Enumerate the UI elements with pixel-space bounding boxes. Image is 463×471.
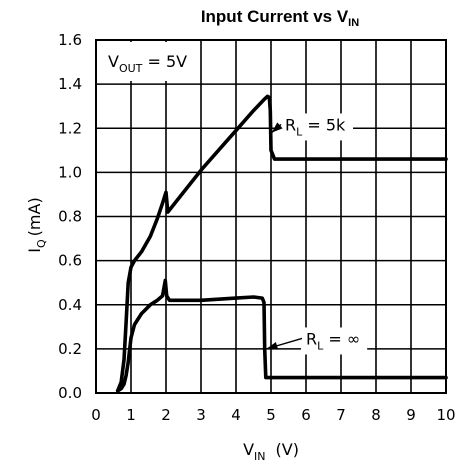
condition-label-value: = 5V: [142, 52, 187, 71]
y-tick-label: 1.2: [58, 119, 82, 137]
x-axis-label-subscript: IN: [254, 450, 265, 463]
x-axis-label-unit: (V): [276, 440, 299, 459]
series-label-5k-background: [280, 113, 354, 141]
svg-text:RL = 5k: RL = 5k: [285, 115, 346, 138]
x-tick-label: 9: [406, 406, 416, 424]
x-tick-label: 1: [126, 406, 136, 424]
series-lines: [115, 94, 448, 393]
series-label-5k-value: = 5k: [302, 115, 346, 134]
y-axis-label: IQ (mA): [25, 197, 48, 252]
condition-label-symbol: V: [108, 52, 119, 71]
y-axis-label-symbol: I: [25, 248, 44, 253]
svg-text:VOUT = 5V: VOUT = 5V: [108, 52, 187, 75]
series-label-infinity: RL = ∞: [266, 327, 368, 355]
y-tick-label: 0.8: [58, 208, 82, 226]
condition-label: VOUT = 5V: [98, 42, 198, 81]
x-tick-label: 5: [266, 406, 276, 424]
condition-label-background: [98, 42, 198, 81]
x-tick-label: 7: [336, 406, 346, 424]
series-label-5k: RL = 5k: [271, 113, 354, 141]
series-label-5k-symbol: R: [285, 115, 296, 134]
y-tick-label: 0.0: [58, 384, 82, 402]
x-axis-label: VIN (V): [243, 440, 299, 463]
chart-title: Input Current vs VIN: [201, 7, 359, 29]
y-tick-label: 0.4: [58, 296, 82, 314]
series-label-5k-subscript: L: [296, 125, 303, 138]
series-label-infinity-subscript: L: [317, 339, 324, 352]
series-line-2: [115, 278, 448, 393]
series-line-1: [115, 94, 448, 393]
series-label-5k-arrowhead: [271, 122, 283, 133]
x-tick-label: 2: [161, 406, 171, 424]
y-tick-label: 0.6: [58, 252, 82, 270]
y-tick-label: 1.6: [58, 31, 82, 49]
y-tick-label: 0.2: [58, 340, 82, 358]
svg-text:IQ(mA): IQ (mA): [25, 197, 48, 252]
x-axis-ticks: 0 1 2 3 4 5 6 7 8 9 10: [91, 406, 455, 424]
x-tick-label: 4: [231, 406, 241, 424]
y-tick-label: 1.0: [58, 163, 82, 181]
x-axis-label-symbol: V: [243, 440, 254, 459]
series-label-infinity-arrowhead: [266, 341, 279, 350]
plot-frame: [95, 39, 447, 394]
svg-text:Input Current vs VIN: Input Current vs VIN: [201, 7, 359, 29]
chart-title-subscript: IN: [348, 17, 359, 29]
x-tick-label: 8: [371, 406, 381, 424]
series-label-infinity-background: [301, 327, 368, 355]
grid: [96, 40, 446, 393]
y-axis-label-unit: (mA): [25, 197, 44, 236]
svg-text:RL = ∞: RL = ∞: [306, 329, 360, 352]
svg-text:VIN(V): VIN (V): [243, 440, 299, 463]
series-label-infinity-value: = ∞: [323, 329, 360, 348]
y-axis-label-subscript: Q: [35, 239, 48, 248]
chart-title-text: Input Current vs V: [201, 7, 349, 26]
x-tick-label: 6: [301, 406, 311, 424]
x-tick-label: 10: [436, 406, 455, 424]
condition-label-subscript: OUT: [119, 62, 143, 75]
series-label-infinity-symbol: R: [306, 329, 317, 348]
x-tick-label: 3: [196, 406, 206, 424]
x-tick-label: 0: [91, 406, 101, 424]
y-axis-ticks: 0.0 0.2 0.4 0.6 0.8 1.0 1.2 1.4 1.6: [58, 31, 82, 402]
y-tick-label: 1.4: [58, 75, 82, 93]
